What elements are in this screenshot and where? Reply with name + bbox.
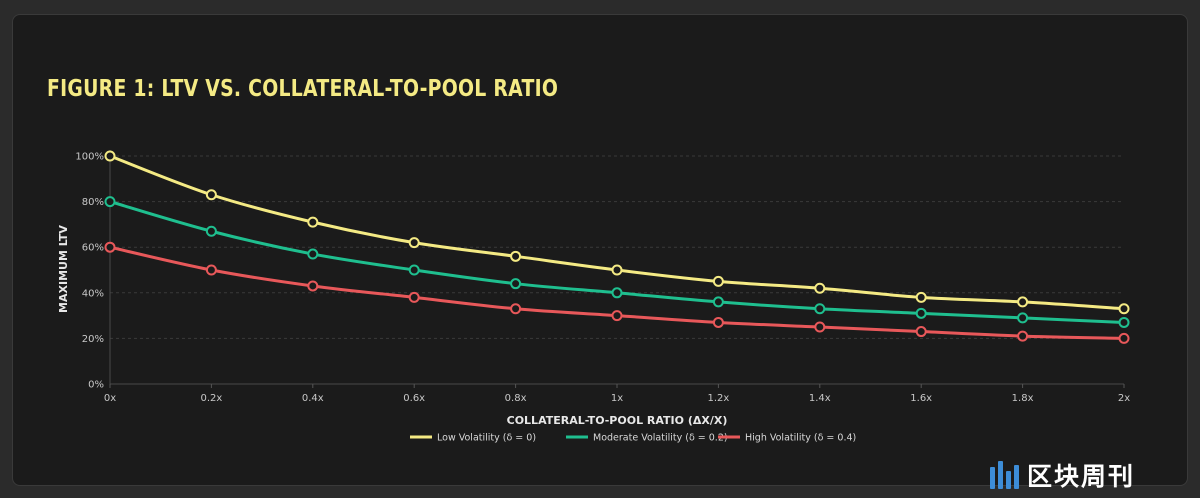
legend-label: High Volatility (δ = 0.4) bbox=[745, 433, 856, 444]
data-point bbox=[307, 280, 319, 292]
x-tick-label: 1.6x bbox=[910, 393, 932, 404]
y-tick-label: 100% bbox=[75, 152, 104, 163]
data-point bbox=[814, 282, 826, 294]
x-tick-label: 2x bbox=[1118, 393, 1130, 404]
chart-title: FIGURE 1: LTV VS. COLLATERAL-TO-POOL RAT… bbox=[47, 76, 559, 102]
x-tick-label: 1x bbox=[611, 393, 623, 404]
x-tick-label: 0.6x bbox=[403, 393, 425, 404]
x-tick-label: 0x bbox=[104, 393, 116, 404]
legend-label: Moderate Volatility (δ = 0.2) bbox=[593, 433, 728, 444]
y-tick-label: 0% bbox=[88, 380, 104, 391]
series-line bbox=[109, 200, 1125, 324]
data-point bbox=[915, 307, 927, 319]
data-point bbox=[814, 321, 826, 333]
x-axis-title: COLLATERAL-TO-POOL RATIO (ΔX/X) bbox=[507, 414, 728, 427]
data-point bbox=[408, 264, 420, 276]
data-point bbox=[915, 326, 927, 338]
y-tick-label: 80% bbox=[82, 197, 104, 208]
y-axis-title: MAXIMUM LTV bbox=[57, 225, 70, 313]
y-tick-label: 40% bbox=[82, 288, 104, 299]
data-point bbox=[510, 303, 522, 315]
x-tick-label: 0.8x bbox=[505, 393, 527, 404]
data-point bbox=[307, 248, 319, 260]
data-point bbox=[1118, 316, 1130, 328]
data-point bbox=[712, 275, 724, 287]
legend: Low Volatility (δ = 0) Moderate Volatilit… bbox=[410, 433, 856, 444]
x-tick-label: 0.4x bbox=[302, 393, 324, 404]
data-point bbox=[814, 303, 826, 315]
x-axis-ticks: 0x 0.2x 0.4x 0.6x 0.8x 1x 1.2x 1.4x 1.6x 1.8x 2x bbox=[104, 384, 1130, 404]
data-point bbox=[205, 264, 217, 276]
data-point bbox=[1118, 332, 1130, 344]
data-point bbox=[510, 250, 522, 262]
data-point bbox=[1017, 330, 1029, 342]
x-tick-label: 0.2x bbox=[200, 393, 222, 404]
series-group bbox=[104, 150, 1130, 344]
data-point bbox=[307, 216, 319, 228]
data-point bbox=[712, 296, 724, 308]
data-point bbox=[510, 278, 522, 290]
x-tick-label: 1.2x bbox=[707, 393, 729, 404]
y-axis-ticks: 0% 20% 40% 60% 80% 100% bbox=[75, 152, 104, 391]
data-point bbox=[205, 189, 217, 201]
x-tick-label: 1.8x bbox=[1012, 393, 1034, 404]
data-point bbox=[712, 316, 724, 328]
watermark-text: 区块周刊 bbox=[1027, 462, 1136, 491]
watermark: 区块周刊 bbox=[990, 458, 1135, 492]
legend-label: Low Volatility (δ = 0) bbox=[437, 433, 536, 444]
data-point bbox=[104, 150, 116, 162]
data-point bbox=[1118, 303, 1130, 315]
x-tick-label: 1.4x bbox=[809, 393, 831, 404]
data-point bbox=[611, 264, 623, 276]
data-point bbox=[408, 237, 420, 249]
chart-card bbox=[12, 14, 1188, 486]
data-point bbox=[611, 310, 623, 322]
data-point bbox=[408, 291, 420, 303]
data-point bbox=[205, 225, 217, 237]
data-point bbox=[915, 291, 927, 303]
data-point bbox=[1017, 312, 1029, 324]
y-tick-label: 20% bbox=[82, 334, 104, 345]
series-line bbox=[109, 154, 1125, 311]
data-point bbox=[1017, 296, 1029, 308]
data-point bbox=[611, 287, 623, 299]
y-tick-label: 60% bbox=[82, 243, 104, 254]
bar-logo-icon bbox=[990, 461, 1019, 489]
data-point bbox=[104, 196, 116, 208]
data-point bbox=[104, 241, 116, 253]
